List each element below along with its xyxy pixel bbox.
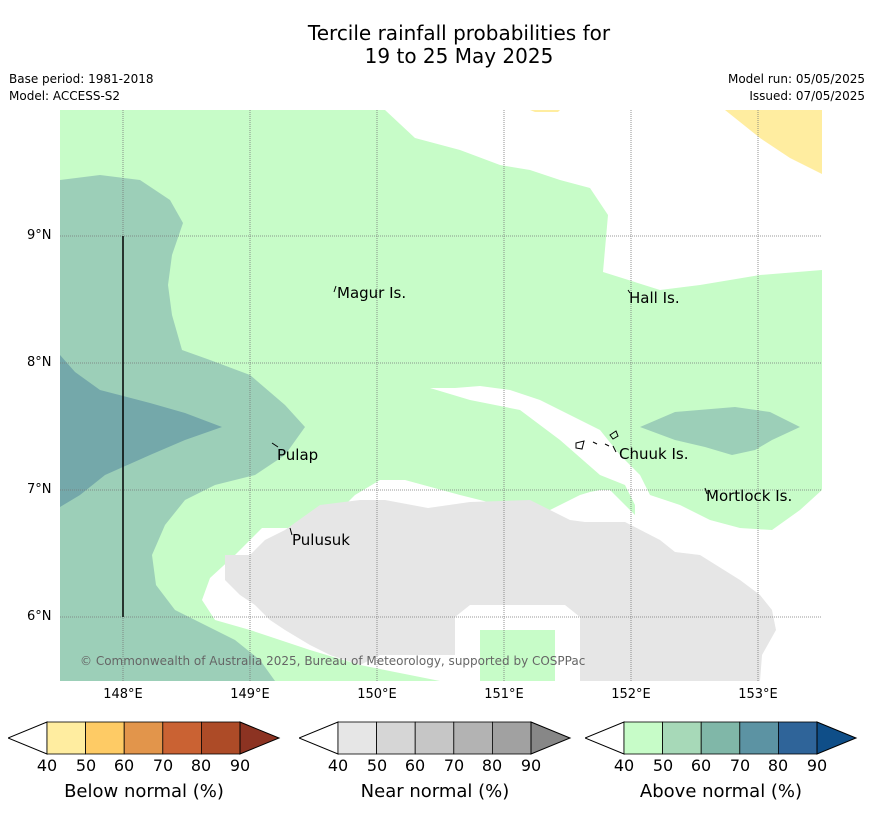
near-normal-label: Near normal (%) <box>360 781 510 802</box>
place-magur-is: Magur Is. <box>337 284 407 302</box>
lon-tick-153e: 153°E <box>738 687 778 702</box>
lat-tick-7n: 7°N <box>27 482 52 497</box>
legend-tick: 40 <box>613 756 635 775</box>
legend-swatch <box>123 721 164 755</box>
legend-over-arrow <box>239 721 281 755</box>
legend-tick: 60 <box>404 756 426 775</box>
issued-date: Issued: 07/05/2025 <box>749 89 865 103</box>
above-normal-60-70 <box>60 355 222 507</box>
legend-tick: 50 <box>366 756 388 775</box>
below-normal-under-arrow <box>8 721 48 755</box>
meta-right: Model run: 05/05/2025 Issued: 07/05/2025 <box>728 71 865 105</box>
copyright-notice: © Commonwealth of Australia 2025, Bureau… <box>80 654 586 668</box>
legend-tick: 60 <box>690 756 712 775</box>
legend-swatch <box>46 721 86 755</box>
near-normal-swatches <box>337 721 572 755</box>
hall-island-mark <box>627 289 631 294</box>
legend-tick: 40 <box>36 756 58 775</box>
map-title: Tercile rainfall probabilities for 19 to… <box>0 22 873 68</box>
lon-tick-152e: 152°E <box>611 687 651 702</box>
below-normal-colorbar <box>8 721 281 755</box>
graticule <box>60 110 822 681</box>
pulusuk-island-mark <box>289 527 293 536</box>
probability-map <box>60 110 822 681</box>
legend-tick: 80 <box>190 756 212 775</box>
below-normal-swatches <box>46 721 281 755</box>
lat-tick-6n: 6°N <box>27 609 52 624</box>
legend-swatch <box>777 721 818 755</box>
above-normal-patch-south <box>480 630 555 681</box>
legend-tick: 60 <box>113 756 135 775</box>
near-normal-under-arrow <box>299 721 339 755</box>
above-normal-under-arrow <box>585 721 625 755</box>
below-normal-label: Below normal (%) <box>64 781 224 802</box>
legend-tick: 70 <box>443 756 465 775</box>
legend-tick: 80 <box>481 756 503 775</box>
lon-tick-150e: 150°E <box>357 687 397 702</box>
base-period: Base period: 1981-2018 <box>9 72 154 86</box>
legend-swatch <box>739 721 779 755</box>
above-normal-50-60-east <box>640 407 800 455</box>
legend-swatch <box>453 721 493 755</box>
place-hall-is: Hall Is. <box>629 289 680 307</box>
legend-swatch <box>491 721 532 755</box>
no-dominant-region-north <box>385 110 822 290</box>
map-svg <box>60 110 822 681</box>
legend-swatch <box>162 721 202 755</box>
model-name: Model: ACCESS-S2 <box>9 89 121 103</box>
lon-tick-148e: 148°E <box>103 687 143 702</box>
place-mortlock-is: Mortlock Is. <box>706 487 793 505</box>
above-normal-colorbar <box>585 721 858 755</box>
lat-tick-9n: 9°N <box>27 228 52 243</box>
title-line-2: 19 to 25 May 2025 <box>364 44 554 68</box>
magur-island-mark <box>333 285 337 293</box>
lon-tick-151e: 151°E <box>484 687 524 702</box>
island-outlines <box>271 285 708 536</box>
legend-tick: 40 <box>327 756 349 775</box>
above-normal-label: Above normal (%) <box>639 781 803 802</box>
legend-swatch <box>700 721 741 755</box>
meta-left: Base period: 1981-2018 Model: ACCESS-S2 <box>9 71 154 105</box>
legend-swatch <box>337 721 377 755</box>
legend-over-arrow <box>530 721 572 755</box>
near-normal-colorbar <box>299 721 572 755</box>
legend-swatch <box>200 721 241 755</box>
legend-tick: 90 <box>806 756 828 775</box>
near-normal-region <box>225 500 776 681</box>
legend-tick: 70 <box>729 756 751 775</box>
legend-tick: 80 <box>767 756 789 775</box>
legend-tick: 90 <box>520 756 542 775</box>
below-normal-patch-north <box>530 110 560 112</box>
legend-swatch <box>662 721 702 755</box>
legend-tick: 90 <box>229 756 251 775</box>
below-normal-patch-northeast <box>725 110 822 174</box>
model-run: Model run: 05/05/2025 <box>727 72 865 86</box>
lat-tick-8n: 8°N <box>27 355 52 370</box>
legend-tick: 50 <box>652 756 674 775</box>
legend-swatch <box>414 721 455 755</box>
lon-tick-149e: 149°E <box>230 687 270 702</box>
chuuk-island-marks <box>575 430 619 453</box>
legend-tick: 50 <box>75 756 97 775</box>
pulap-island-mark <box>271 442 279 448</box>
place-pulusuk: Pulusuk <box>292 531 350 549</box>
legend-swatch <box>85 721 125 755</box>
above-normal-swatches <box>623 721 858 755</box>
place-pulap: Pulap <box>277 446 319 464</box>
legend-swatch <box>376 721 416 755</box>
legend-tick: 70 <box>152 756 174 775</box>
mortlock-island-mark <box>704 487 708 495</box>
place-chuuk-is: Chuuk Is. <box>619 445 689 463</box>
title-line-1: Tercile rainfall probabilities for <box>307 21 611 45</box>
legend-swatch <box>623 721 663 755</box>
legend-over-arrow <box>816 721 858 755</box>
